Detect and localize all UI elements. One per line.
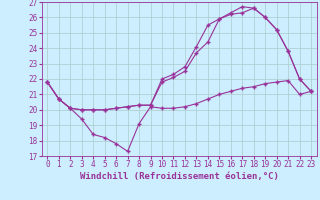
X-axis label: Windchill (Refroidissement éolien,°C): Windchill (Refroidissement éolien,°C)	[80, 172, 279, 181]
